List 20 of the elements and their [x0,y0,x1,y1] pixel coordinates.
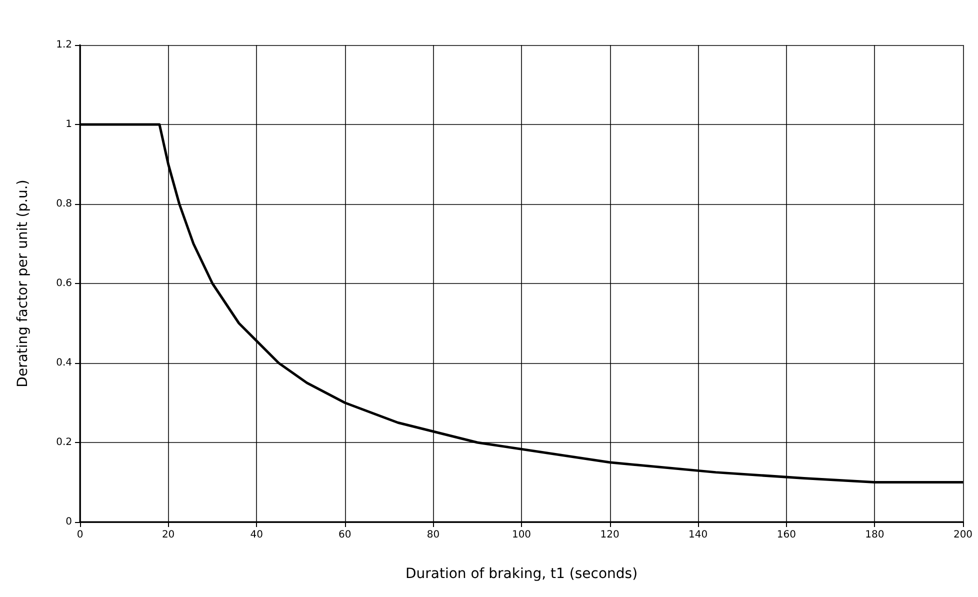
x-tick-label: 80 [426,530,440,540]
y-tick-label: 0.8 [56,198,72,210]
y-tick-label: 0.2 [56,437,72,448]
y-tick-label: 1 [66,119,72,130]
x-tick-label: 120 [600,530,620,540]
x-axis-title: Duration of braking, t1 (seconds) [405,566,638,582]
x-tick-label: 180 [865,530,884,540]
x-tick-label: 160 [776,530,796,540]
x-tick-label: 20 [162,530,175,540]
y-tick-label: 0.4 [56,358,72,368]
y-axis-title: Derating factor per unit (p.u.) [15,180,31,388]
x-tick-label: 200 [953,530,973,540]
y-tick-label: 0.6 [56,278,72,289]
x-tick-label: 100 [512,530,532,540]
y-tick-label: 1.2 [56,40,72,50]
y-tick-label: 0 [66,516,72,528]
x-tick-label: 0 [76,530,84,540]
x-tick-label: 40 [250,530,263,540]
x-tick-label: 60 [338,530,352,540]
x-tick-label: 140 [688,530,708,540]
